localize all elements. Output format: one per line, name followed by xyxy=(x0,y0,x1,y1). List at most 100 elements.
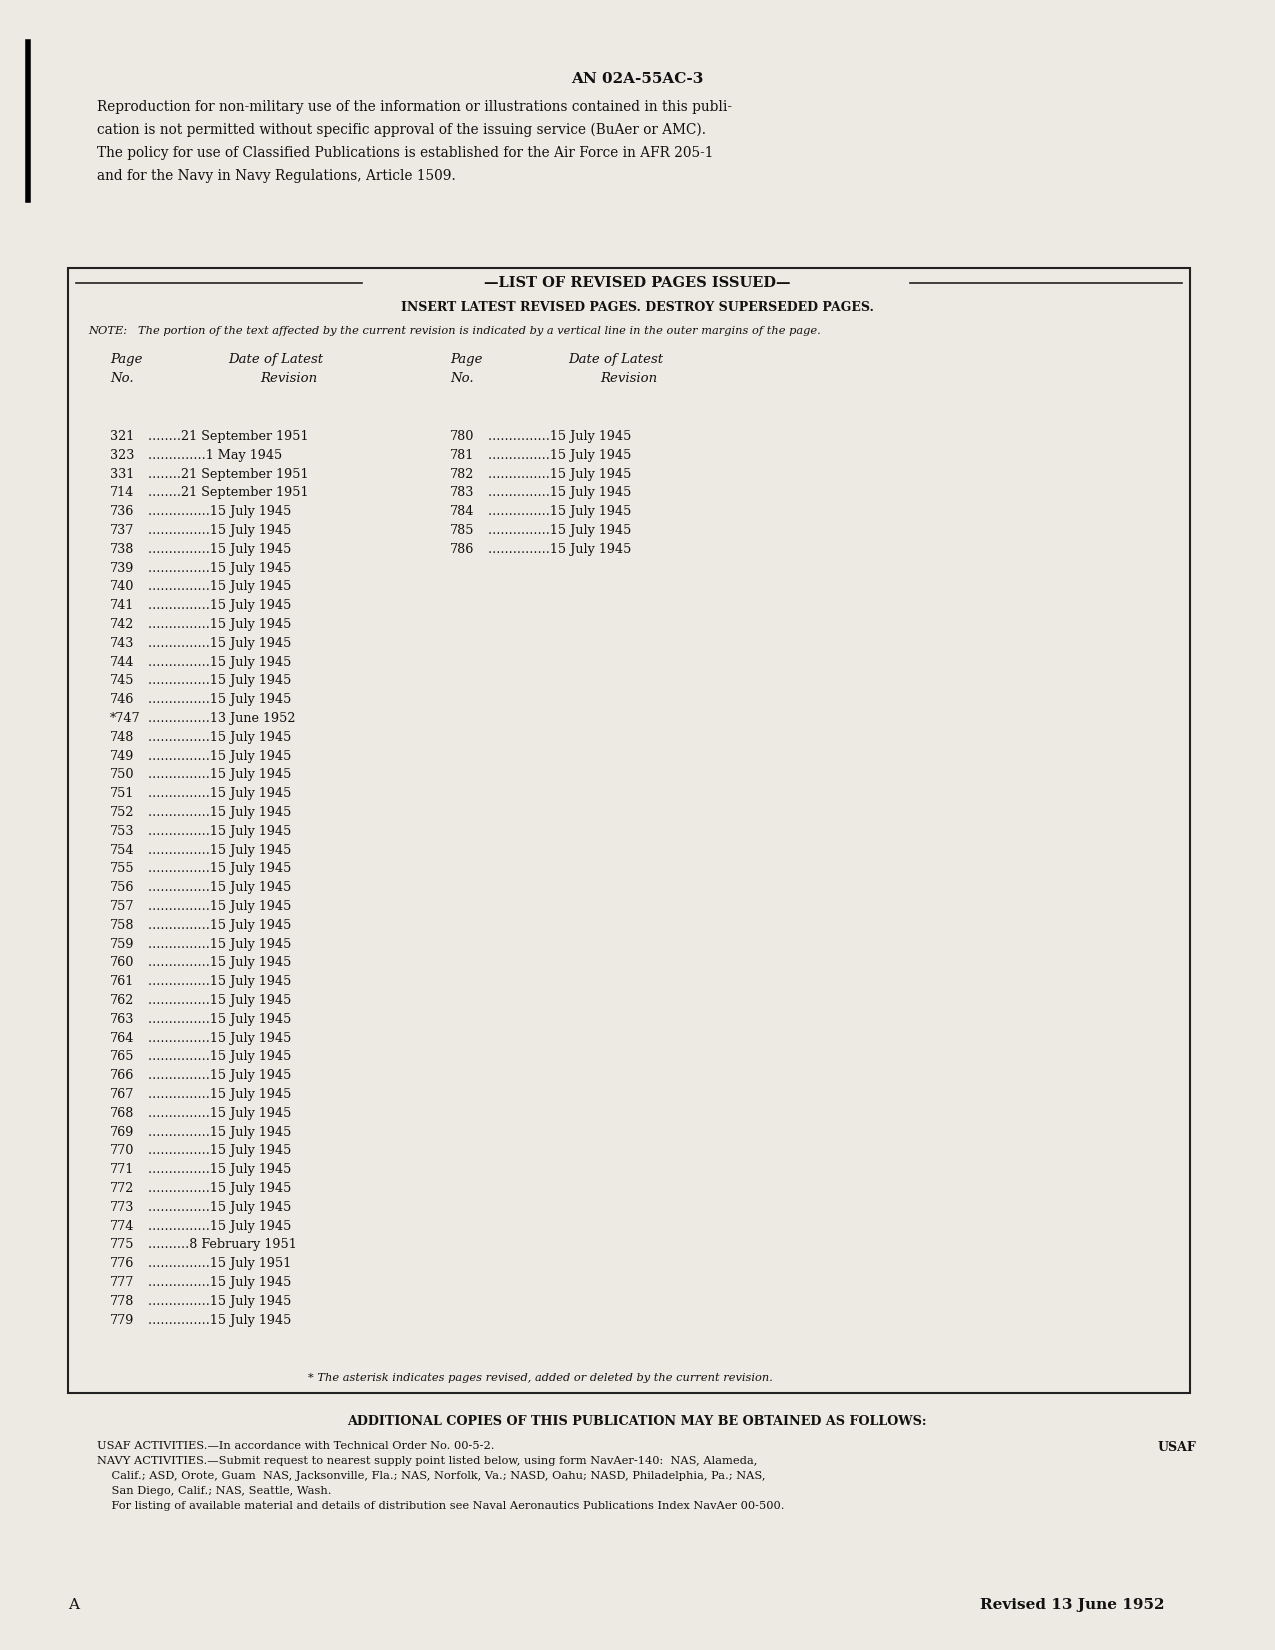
Text: USAF ACTIVITIES.—In accordance with Technical Order No. 00-5-2.: USAF ACTIVITIES.—In accordance with Tech… xyxy=(97,1440,495,1450)
Text: A: A xyxy=(68,1597,79,1612)
Text: *747: *747 xyxy=(110,713,140,724)
Text: ...............15 July 1945: ...............15 July 1945 xyxy=(148,1125,292,1138)
Text: 758: 758 xyxy=(110,919,134,932)
Text: ...............15 July 1945: ...............15 July 1945 xyxy=(148,899,292,912)
Text: ...............15 July 1945: ...............15 July 1945 xyxy=(148,749,292,762)
Text: 766: 766 xyxy=(110,1069,134,1082)
Text: ...............15 July 1945: ...............15 July 1945 xyxy=(148,525,292,536)
Text: ...............15 July 1945: ...............15 July 1945 xyxy=(148,957,292,970)
Text: 754: 754 xyxy=(110,843,134,856)
Text: ...............15 July 1945: ...............15 July 1945 xyxy=(488,505,631,518)
Text: ADDITIONAL COPIES OF THIS PUBLICATION MAY BE OBTAINED AS FOLLOWS:: ADDITIONAL COPIES OF THIS PUBLICATION MA… xyxy=(347,1416,927,1427)
Text: and for the Navy in Navy Regulations, Article 1509.: and for the Navy in Navy Regulations, Ar… xyxy=(97,168,455,183)
Text: 751: 751 xyxy=(110,787,134,800)
Text: ...............15 July 1945: ...............15 July 1945 xyxy=(148,1031,292,1044)
Text: ...............15 July 1945: ...............15 July 1945 xyxy=(148,975,292,988)
Text: ...............15 July 1945: ...............15 July 1945 xyxy=(148,1145,292,1157)
Text: 744: 744 xyxy=(110,655,134,668)
Text: ...............15 July 1945: ...............15 July 1945 xyxy=(148,581,292,594)
Text: AN 02A-55AC-3: AN 02A-55AC-3 xyxy=(571,73,704,86)
Text: 763: 763 xyxy=(110,1013,134,1026)
Text: ...............15 July 1945: ...............15 July 1945 xyxy=(148,1013,292,1026)
Text: ...............15 July 1945: ...............15 July 1945 xyxy=(148,543,292,556)
Text: USAF: USAF xyxy=(1158,1440,1197,1454)
Text: ...............15 July 1945: ...............15 July 1945 xyxy=(148,863,292,876)
Text: 786: 786 xyxy=(450,543,474,556)
Text: 759: 759 xyxy=(110,937,134,950)
Text: ...............15 July 1945: ...............15 July 1945 xyxy=(148,619,292,630)
Text: ...............15 July 1945: ...............15 July 1945 xyxy=(148,881,292,894)
Text: ...............15 July 1945: ...............15 July 1945 xyxy=(148,1163,292,1176)
Text: ...............15 July 1945: ...............15 July 1945 xyxy=(488,487,631,500)
Text: ...............15 July 1945: ...............15 July 1945 xyxy=(148,805,292,818)
Text: NAVY ACTIVITIES.—Submit request to nearest supply point listed below, using form: NAVY ACTIVITIES.—Submit request to neare… xyxy=(97,1455,757,1465)
Text: ..............1 May 1945: ..............1 May 1945 xyxy=(148,449,282,462)
Text: ...............15 July 1945: ...............15 July 1945 xyxy=(148,993,292,1006)
Text: ........21 September 1951: ........21 September 1951 xyxy=(148,487,309,500)
Text: NOTE:   The portion of the text affected by the current revision is indicated by: NOTE: The portion of the text affected b… xyxy=(88,327,821,337)
Text: 738: 738 xyxy=(110,543,134,556)
Text: 757: 757 xyxy=(110,899,134,912)
Text: 752: 752 xyxy=(110,805,134,818)
Text: 764: 764 xyxy=(110,1031,134,1044)
Text: 778: 778 xyxy=(110,1295,134,1308)
Text: 777: 777 xyxy=(110,1275,134,1289)
Text: 761: 761 xyxy=(110,975,134,988)
Text: ...............15 July 1945: ...............15 July 1945 xyxy=(148,693,292,706)
Text: 768: 768 xyxy=(110,1107,134,1120)
Text: ...............15 July 1945: ...............15 July 1945 xyxy=(488,467,631,480)
Text: 785: 785 xyxy=(450,525,474,536)
Text: ...............15 July 1945: ...............15 July 1945 xyxy=(148,1295,292,1308)
Text: 775: 775 xyxy=(110,1239,134,1251)
Text: ...............15 July 1945: ...............15 July 1945 xyxy=(148,1181,292,1195)
Text: 753: 753 xyxy=(110,825,134,838)
Text: ...............15 July 1945: ...............15 July 1945 xyxy=(148,1107,292,1120)
Text: No.: No. xyxy=(450,371,473,384)
Text: 776: 776 xyxy=(110,1257,134,1270)
Text: 767: 767 xyxy=(110,1087,134,1101)
Text: 760: 760 xyxy=(110,957,134,970)
Text: 321: 321 xyxy=(110,431,134,442)
Text: No.: No. xyxy=(110,371,134,384)
Text: 736: 736 xyxy=(110,505,134,518)
Text: 781: 781 xyxy=(450,449,474,462)
Text: ...............15 July 1951: ...............15 July 1951 xyxy=(148,1257,291,1270)
Text: Revision: Revision xyxy=(260,371,317,384)
Text: 774: 774 xyxy=(110,1219,134,1233)
Text: ...............15 July 1945: ...............15 July 1945 xyxy=(148,675,292,688)
Text: ...............15 July 1945: ...............15 July 1945 xyxy=(148,825,292,838)
Text: ........21 September 1951: ........21 September 1951 xyxy=(148,467,309,480)
Text: ...............15 July 1945: ...............15 July 1945 xyxy=(488,525,631,536)
Text: 782: 782 xyxy=(450,467,474,480)
Text: ...............15 July 1945: ...............15 July 1945 xyxy=(148,731,292,744)
Text: San Diego, Calif.; NAS, Seattle, Wash.: San Diego, Calif.; NAS, Seattle, Wash. xyxy=(97,1487,332,1497)
Text: 762: 762 xyxy=(110,993,134,1006)
Text: 783: 783 xyxy=(450,487,474,500)
Text: 737: 737 xyxy=(110,525,134,536)
Text: ...............15 July 1945: ...............15 July 1945 xyxy=(148,919,292,932)
Text: ...............15 July 1945: ...............15 July 1945 xyxy=(148,1313,292,1327)
Text: 771: 771 xyxy=(110,1163,134,1176)
Text: ........21 September 1951: ........21 September 1951 xyxy=(148,431,309,442)
Text: 765: 765 xyxy=(110,1051,134,1063)
Text: cation is not permitted without specific approval of the issuing service (BuAer : cation is not permitted without specific… xyxy=(97,124,706,137)
Text: Reproduction for non-military use of the information or illustrations contained : Reproduction for non-military use of the… xyxy=(97,101,732,114)
Text: ...............15 July 1945: ...............15 July 1945 xyxy=(148,599,292,612)
Text: 740: 740 xyxy=(110,581,134,594)
Text: Page: Page xyxy=(450,353,482,366)
Text: ...............15 July 1945: ...............15 July 1945 xyxy=(488,543,631,556)
Text: ...............15 July 1945: ...............15 July 1945 xyxy=(148,787,292,800)
Text: 779: 779 xyxy=(110,1313,134,1327)
Text: ...............15 July 1945: ...............15 July 1945 xyxy=(148,1087,292,1101)
Text: 746: 746 xyxy=(110,693,134,706)
Text: ...............13 June 1952: ...............13 June 1952 xyxy=(148,713,296,724)
Text: ...............15 July 1945: ...............15 July 1945 xyxy=(148,637,292,650)
Text: ...............15 July 1945: ...............15 July 1945 xyxy=(148,655,292,668)
Text: 741: 741 xyxy=(110,599,134,612)
Text: Calif.; ASD, Orote, Guam  NAS, Jacksonville, Fla.; NAS, Norfolk, Va.; NASD, Oahu: Calif.; ASD, Orote, Guam NAS, Jacksonvil… xyxy=(97,1472,765,1482)
Text: 748: 748 xyxy=(110,731,134,744)
Text: Date of Latest: Date of Latest xyxy=(567,353,663,366)
Text: 739: 739 xyxy=(110,561,134,574)
Text: Revision: Revision xyxy=(601,371,657,384)
Text: 756: 756 xyxy=(110,881,134,894)
